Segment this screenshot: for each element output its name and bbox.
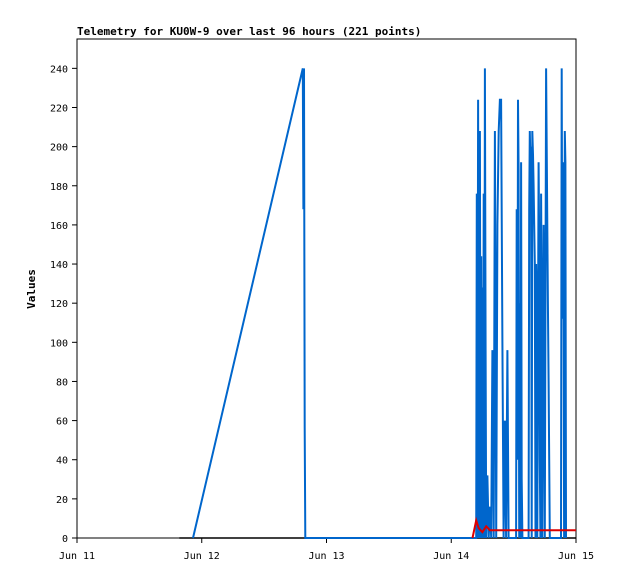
- x-tick-label: Jun 11: [59, 551, 95, 562]
- x-tick-label: Jun 14: [433, 551, 469, 562]
- y-tick-label: 60: [56, 417, 68, 428]
- series-line-red: [471, 516, 576, 539]
- y-tick-label: 80: [56, 377, 68, 388]
- x-axis: Jun 11 Jun 12 Jun 13 Jun 14 Jun 15: [59, 538, 594, 562]
- y-tick-label: 40: [56, 456, 68, 467]
- y-tick-label: 100: [50, 338, 68, 349]
- x-tick-label: Jun 15: [558, 551, 594, 562]
- y-tick-label: 140: [50, 260, 68, 271]
- y-tick-label: 200: [50, 143, 68, 154]
- y-tick-label: 240: [50, 64, 68, 75]
- y-tick-label: 120: [50, 299, 68, 310]
- y-axis: 0 20 40 60 80 100 120 140 160 180 200 220 240: [50, 64, 77, 545]
- chart-title: Telemetry for KU0W-9 over last 96 hours …: [77, 25, 421, 38]
- y-tick-label: 220: [50, 103, 68, 114]
- x-tick-label: Jun 12: [184, 551, 220, 562]
- y-tick-label: 180: [50, 182, 68, 193]
- y-tick-label: 20: [56, 495, 68, 506]
- x-tick-label: Jun 13: [308, 551, 344, 562]
- y-tick-label: 0: [62, 534, 68, 545]
- y-axis-label: Values: [25, 269, 38, 309]
- y-tick-label: 160: [50, 221, 68, 232]
- series-line-blue: [192, 68, 567, 539]
- series-layer: [179, 68, 576, 539]
